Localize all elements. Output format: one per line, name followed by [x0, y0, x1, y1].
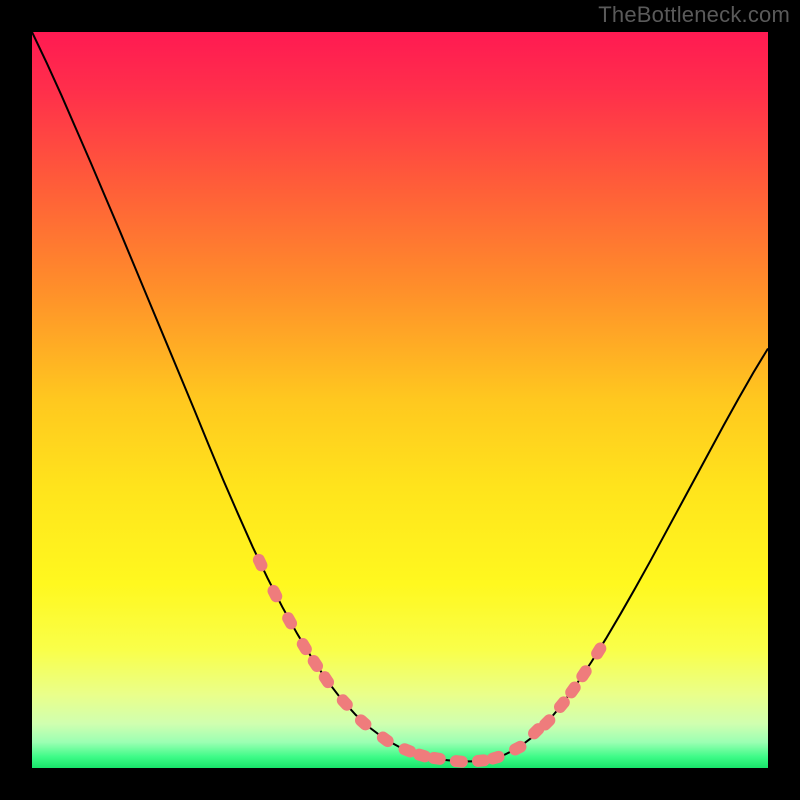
bottleneck-curve-chart — [0, 0, 800, 800]
chart-container: TheBottleneck.com — [0, 0, 800, 800]
watermark-label: TheBottleneck.com — [598, 2, 790, 28]
plot-background — [32, 32, 768, 768]
